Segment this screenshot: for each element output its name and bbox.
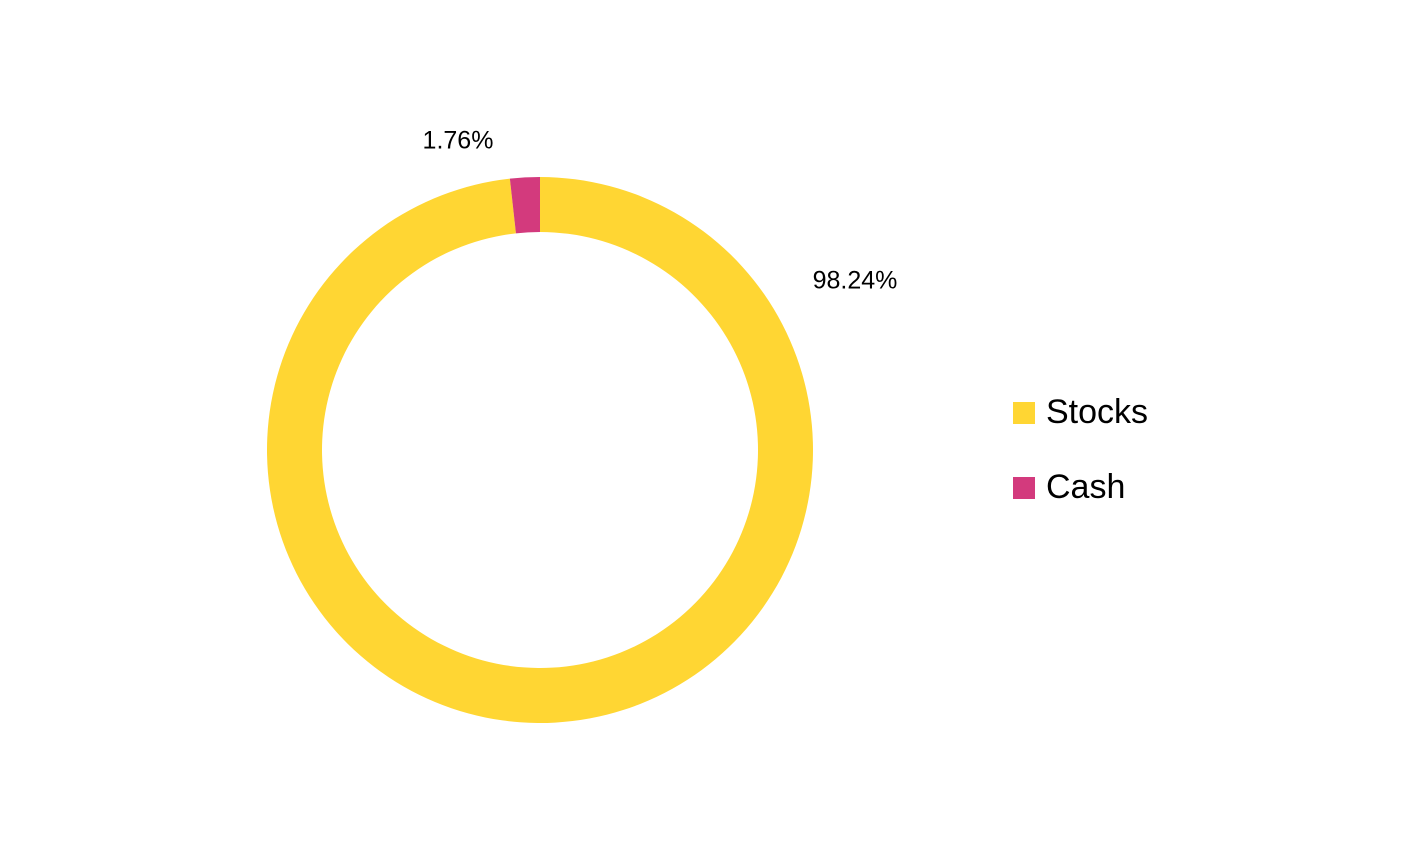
value-label: 1.76% <box>423 127 494 155</box>
legend-label: Stocks <box>1046 393 1148 431</box>
legend-swatch <box>1013 477 1035 499</box>
legend-label: Cash <box>1046 468 1125 506</box>
value-label: 98.24% <box>813 267 898 295</box>
legend-swatch <box>1013 402 1035 424</box>
donut-segment <box>509 177 540 234</box>
